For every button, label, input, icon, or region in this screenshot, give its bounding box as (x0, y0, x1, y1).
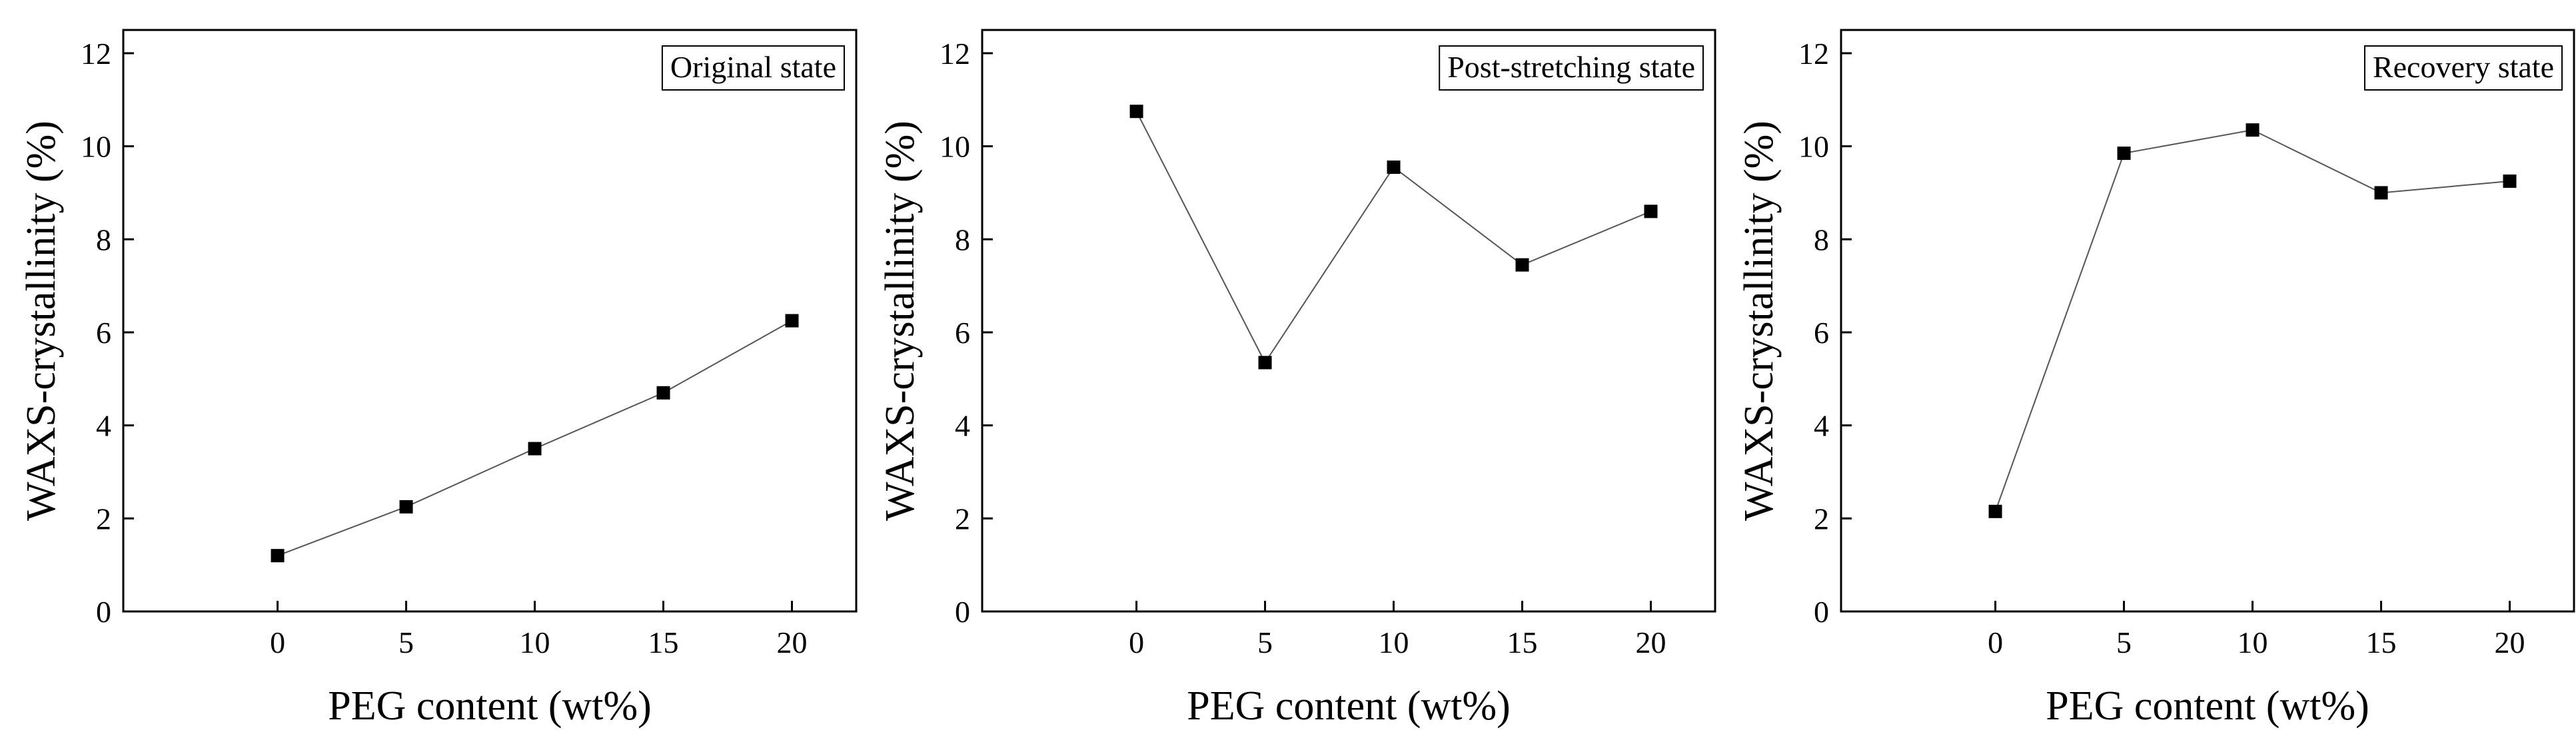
y-tick-label: 2 (955, 502, 970, 536)
series-line (1135, 111, 1651, 364)
y-tick-label: 10 (940, 130, 970, 164)
legend-box (2363, 45, 2563, 91)
y-tick-label: 12 (81, 37, 111, 71)
series-line (277, 320, 792, 557)
series-line (1994, 129, 2510, 512)
x-tick-label: 15 (648, 625, 679, 659)
y-tick-label: 10 (1798, 130, 1829, 164)
data-point (656, 386, 670, 400)
legend-box (1439, 45, 1704, 91)
plot-frame (122, 29, 858, 613)
y-tick-label: 12 (940, 37, 970, 71)
y-tick-label: 12 (1798, 37, 1829, 71)
x-tick-label: 10 (1379, 625, 1409, 659)
y-tick-label: 8 (96, 222, 111, 256)
x-tick-label: 5 (1257, 625, 1273, 659)
x-tick-label: 5 (2116, 625, 2132, 659)
x-tick-label: 20 (1636, 625, 1666, 659)
chart-panel-original: 0 2 4 6 8 10 12 0 5 10 15 20 PEG content (wt%) WAXS-c… (0, 0, 859, 752)
chart-original-svg: 0 2 4 6 8 10 12 0 5 10 15 20 PEG content (wt%) WAXS-c… (19, 29, 858, 729)
data-point (785, 314, 799, 328)
y-tick-label: 6 (1814, 316, 1829, 350)
y-tick-label: 2 (96, 502, 111, 536)
y-axis-title: WAXS-crystallinity (%) (878, 121, 923, 521)
y-tick-label: 8 (1814, 222, 1829, 256)
legend-label: Post-stretching state (1447, 50, 1695, 84)
x-tick-label: 20 (2495, 625, 2525, 659)
legend-label: Recovery state (2373, 50, 2554, 84)
data-point (1258, 356, 1272, 370)
data-point (271, 549, 285, 563)
data-point (2503, 174, 2517, 188)
data-point (2246, 123, 2259, 137)
y-tick-label: 4 (96, 409, 111, 443)
data-point (1387, 161, 1401, 175)
y-tick-label: 4 (955, 409, 970, 443)
data-point (1515, 258, 1529, 272)
y-tick-label: 8 (955, 222, 970, 256)
plot-frame (981, 29, 1716, 613)
data-point (528, 442, 542, 456)
chart-post-stretching-svg: 0 2 4 6 8 10 12 0 5 10 15 20 PEG content (wt%) WAXS-c… (878, 29, 1716, 729)
x-axis-title: PEG content (wt%) (2046, 683, 2369, 729)
data-point (2374, 186, 2388, 200)
x-tick-label: 15 (1507, 625, 1538, 659)
chart-panel-recovery: 0 2 4 6 8 10 12 0 5 10 15 20 PEG content (wt%) WAXS-c… (1718, 0, 2576, 752)
x-tick-label: 15 (2366, 625, 2397, 659)
y-axis-title: WAXS-crystallinity (%) (19, 121, 64, 521)
y-tick-label: 4 (1814, 409, 1829, 443)
x-tick-label: 5 (398, 625, 414, 659)
x-axis-title: PEG content (wt%) (1187, 683, 1511, 729)
x-tick-label: 10 (2238, 625, 2268, 659)
x-axis-title: PEG content (wt%) (328, 683, 652, 729)
x-tick-label: 10 (520, 625, 550, 659)
y-tick-label: 6 (955, 316, 970, 350)
x-tick-label: 0 (1129, 625, 1144, 659)
x-tick-label: 20 (777, 625, 808, 659)
plot-frame (1840, 29, 2575, 613)
y-tick-label: 0 (96, 595, 111, 629)
x-tick-label: 0 (270, 625, 285, 659)
legend-box (661, 45, 845, 91)
y-tick-label: 0 (1814, 595, 1829, 629)
data-point (1988, 504, 2002, 518)
y-tick-label: 0 (955, 595, 970, 629)
x-tick-label: 0 (1988, 625, 2003, 659)
y-axis-title: WAXS-crystallinity (%) (1736, 121, 1782, 521)
y-tick-label: 2 (1814, 502, 1829, 536)
data-point (1129, 105, 1143, 119)
data-point (1644, 204, 1658, 218)
chart-recovery-svg: 0 2 4 6 8 10 12 0 5 10 15 20 PEG content (wt%) WAXS-c… (1736, 29, 2575, 729)
legend-label: Original state (670, 50, 836, 84)
chart-panel-post-stretching: 0 2 4 6 8 10 12 0 5 10 15 20 PEG content (wt%) WAXS-c… (859, 0, 1718, 752)
y-tick-label: 6 (96, 316, 111, 350)
y-tick-label: 10 (81, 130, 111, 164)
data-point (2117, 147, 2131, 161)
data-point (399, 500, 413, 514)
